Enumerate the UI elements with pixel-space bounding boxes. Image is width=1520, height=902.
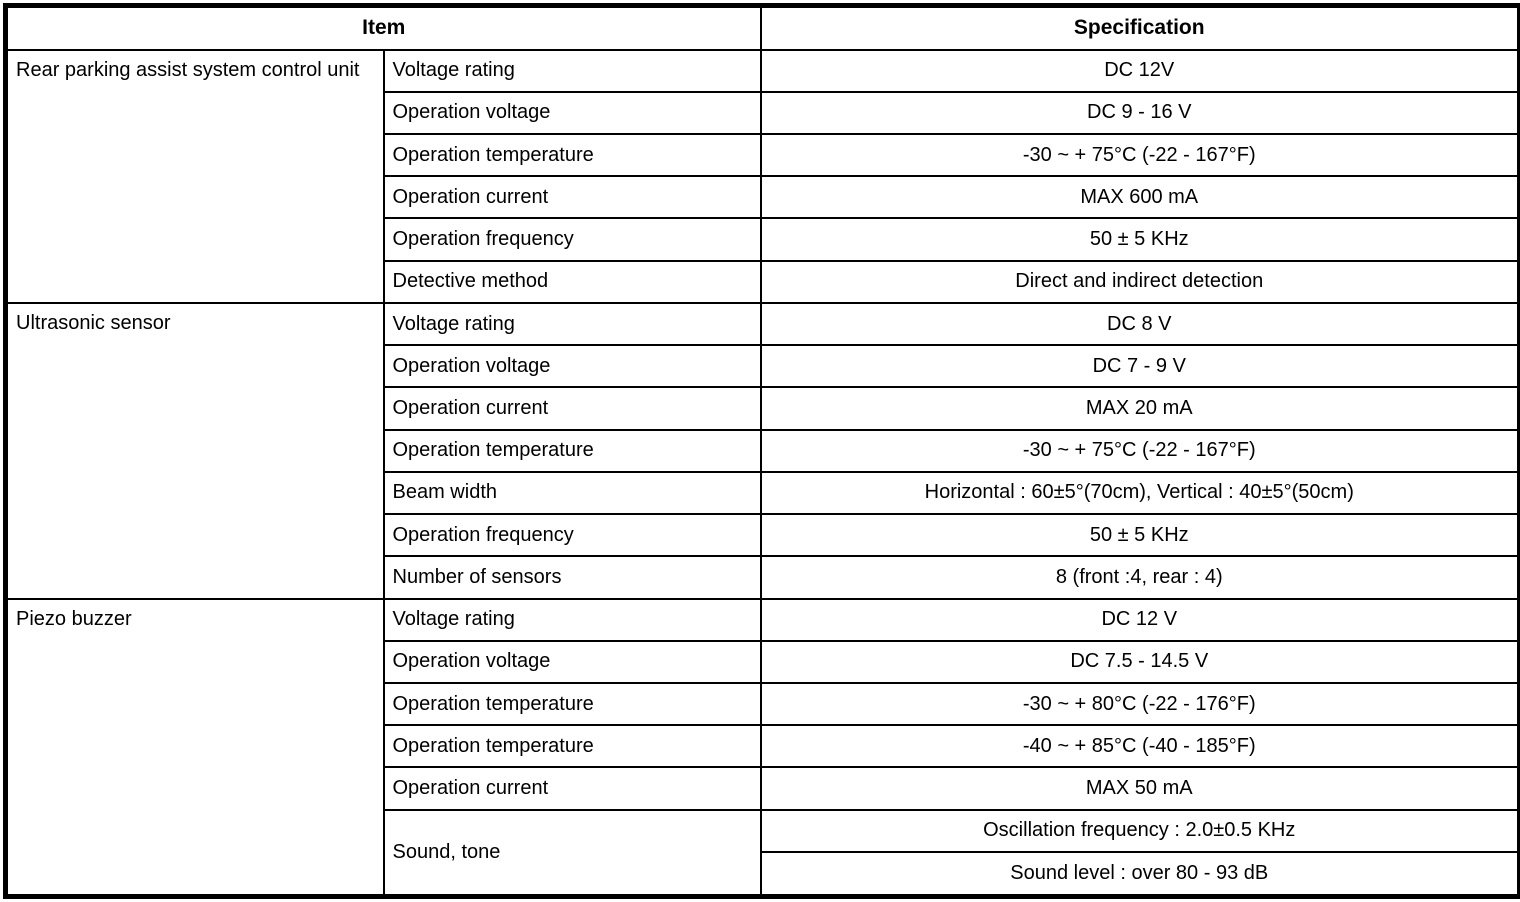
param-cell: Operation voltage bbox=[382, 344, 762, 389]
spec-cell: 50 ± 5 KHz bbox=[759, 513, 1520, 558]
param-cell: Operation current bbox=[382, 766, 762, 811]
spec-cell: 8 (front :4, rear : 4) bbox=[759, 555, 1520, 600]
table-row: Operation temperature -30 ~ + 75°C (-22 … bbox=[6, 428, 1520, 473]
table-row: Operation frequency 50 ± 5 KHz bbox=[6, 217, 1520, 262]
table-row: Operation voltage DC 7 - 9 V bbox=[6, 344, 1520, 389]
header-item: Item bbox=[4, 4, 762, 51]
category-cell: Rear parking assist system control unit bbox=[4, 48, 385, 304]
specification-table: Item Specification Rear parking assist s… bbox=[3, 3, 1520, 899]
param-cell: Operation voltage bbox=[382, 639, 762, 685]
spec-cell: -40 ~ + 85°C (-40 - 185°F) bbox=[759, 724, 1520, 769]
table-row: Rear parking assist system control unit … bbox=[4, 48, 1520, 304]
table-row: Operation current MAX 50 mA bbox=[6, 766, 1520, 811]
param-cell: Detective method bbox=[382, 259, 762, 304]
table-row: Sound level : over 80 - 93 dB bbox=[6, 850, 1520, 898]
table-row: Ultrasonic sensor Voltage rating DC 8 V bbox=[4, 301, 1520, 600]
spec-cell: MAX 600 mA bbox=[759, 175, 1520, 220]
param-cell: Sound, tone bbox=[382, 808, 762, 898]
spec-cell: -30 ~ + 75°C (-22 - 167°F) bbox=[759, 132, 1520, 178]
spec-cell: MAX 20 mA bbox=[759, 386, 1520, 431]
spec-cell: DC 8 V bbox=[759, 301, 1520, 347]
param-cell: Operation voltage bbox=[382, 90, 762, 135]
spec-cell: DC 7 - 9 V bbox=[759, 344, 1520, 389]
param-cell: Operation current bbox=[382, 175, 762, 220]
param-cell: Operation temperature bbox=[382, 132, 762, 178]
table-row: Detective method Direct and indirect det… bbox=[6, 259, 1520, 304]
table-row: Operation frequency 50 ± 5 KHz bbox=[6, 513, 1520, 558]
spec-cell: -30 ~ + 80°C (-22 - 176°F) bbox=[759, 682, 1520, 727]
param-cell: Number of sensors bbox=[382, 555, 762, 600]
spec-cell: DC 12V bbox=[759, 48, 1520, 93]
spec-cell: Oscillation frequency : 2.0±0.5 KHz bbox=[759, 808, 1520, 853]
category-cell: Piezo buzzer bbox=[4, 597, 385, 898]
table-row: Operation temperature -30 ~ + 75°C (-22 … bbox=[6, 132, 1520, 178]
spec-cell: MAX 50 mA bbox=[759, 766, 1520, 811]
spec-cell: Sound level : over 80 - 93 dB bbox=[759, 850, 1520, 898]
param-cell: Operation temperature bbox=[382, 428, 762, 473]
param-cell: Voltage rating bbox=[382, 597, 762, 642]
table-row: Operation current MAX 600 mA bbox=[6, 175, 1520, 220]
param-cell: Operation temperature bbox=[382, 724, 762, 769]
spec-cell: DC 12 V bbox=[759, 597, 1520, 642]
table-row: Piezo buzzer Voltage rating DC 12 V bbox=[4, 597, 1520, 898]
table-row: Sound, tone Oscillation frequency : 2.0±… bbox=[6, 808, 1520, 898]
table-row: Operation voltage DC 9 - 16 V bbox=[6, 90, 1520, 135]
table-row: Number of sensors 8 (front :4, rear : 4) bbox=[6, 555, 1520, 600]
param-cell: Operation current bbox=[382, 386, 762, 431]
spec-cell: DC 7.5 - 14.5 V bbox=[759, 639, 1520, 685]
spec-cell: Direct and indirect detection bbox=[759, 259, 1520, 304]
table-row: Operation current MAX 20 mA bbox=[6, 386, 1520, 431]
table-row: Operation temperature -30 ~ + 80°C (-22 … bbox=[6, 682, 1520, 727]
header-specification: Specification bbox=[759, 4, 1520, 51]
spec-cell: Horizontal : 60±5°(70cm), Vertical : 40±… bbox=[759, 470, 1520, 516]
spec-cell: 50 ± 5 KHz bbox=[759, 217, 1520, 262]
table-row: Operation voltage DC 7.5 - 14.5 V bbox=[6, 639, 1520, 685]
param-cell: Operation frequency bbox=[382, 513, 762, 558]
param-cell: Voltage rating bbox=[382, 301, 762, 347]
param-cell: Operation frequency bbox=[382, 217, 762, 262]
header-row: Item Specification bbox=[4, 4, 1520, 51]
param-cell: Voltage rating bbox=[382, 48, 762, 93]
param-cell: Beam width bbox=[382, 470, 762, 516]
category-cell: Ultrasonic sensor bbox=[4, 301, 385, 600]
table-row: Beam width Horizontal : 60±5°(70cm), Ver… bbox=[6, 470, 1520, 516]
spec-cell: -30 ~ + 75°C (-22 - 167°F) bbox=[759, 428, 1520, 473]
param-cell: Operation temperature bbox=[382, 682, 762, 727]
table-row: Operation temperature -40 ~ + 85°C (-40 … bbox=[6, 724, 1520, 769]
spec-cell: DC 9 - 16 V bbox=[759, 90, 1520, 135]
